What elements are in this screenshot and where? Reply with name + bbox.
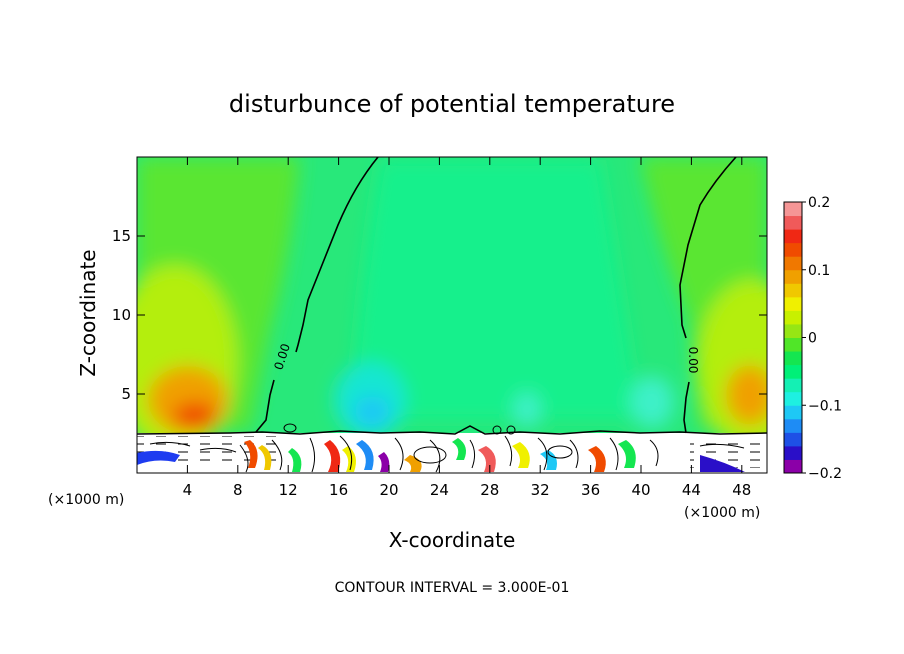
zero-contour-left [255,157,379,433]
y-tick-label: 5 [121,385,131,403]
colorbar-swatch [784,378,802,393]
plot-area [137,157,767,473]
x-unit-right: (×1000 m) [684,505,760,521]
colorbar-swatch [784,459,802,474]
colorbar-tick-label: −0.2 [808,466,842,482]
colorbar-swatch [784,391,802,406]
colorbar-swatch [784,256,802,271]
contour-label-right: 0.00 [686,347,700,374]
colorbar [783,201,803,474]
colorbar-swatch [784,405,802,420]
x-tick-label: 20 [379,481,398,499]
x-tick-label: 24 [430,481,449,499]
colorbar-swatch [784,310,802,325]
colorbar-swatch [784,242,802,257]
colorbar-tick-label: −0.1 [808,398,842,414]
cyan-core-18km [354,396,390,428]
colorbar-swatch [784,215,802,230]
colorbar-swatch [784,283,802,298]
y-axis-title: Z-coordinate [76,249,100,376]
x-axis: 4 8 12 16 20 24 28 32 36 40 44 48 [183,157,751,499]
central-cool-region [350,160,640,420]
colorbar-swatch [784,269,802,284]
x-tick-label: 44 [682,481,701,499]
x-tick-label: 40 [631,481,650,499]
colorbar-swatch [784,229,802,244]
colorbar-tick-label: 0 [808,331,817,347]
x-tick-label: 4 [183,481,193,499]
left-red-core [173,402,217,430]
x-tick-label: 8 [233,481,243,499]
colorbar-swatch [784,323,802,338]
colorbar-swatch [784,364,802,379]
colorbar-swatch [784,351,802,366]
x-tick-label: 32 [531,481,550,499]
boundary-layer [137,423,767,473]
x-axis-title: X-coordinate [389,528,516,552]
right-orange-core [726,365,767,425]
zero-contour-right [679,157,737,434]
contour-interval-note: CONTOUR INTERVAL = 3.000E-01 [335,580,570,596]
x-tick-label: 16 [329,481,348,499]
colorbar-swatch [784,296,802,311]
cyan-low-30km [513,392,541,428]
chart-title: disturbunce of potential temperature [229,90,675,118]
colorbar-swatch [784,432,802,447]
x-unit-left: (×1000 m) [48,492,124,508]
colorbar-tick-label: 0.1 [808,263,830,279]
x-tick-label: 36 [581,481,600,499]
cyan-low-41km [630,376,674,428]
x-tick-label: 12 [279,481,298,499]
x-tick-label: 48 [732,481,751,499]
colorbar-swatch [784,418,802,433]
y-axis: 5 10 15 [112,227,767,403]
x-tick-label: 28 [480,481,499,499]
colorbar-swatch [784,337,802,352]
colorbar-swatch [784,202,802,217]
colorbar-ticks: 0.2 0.1 0 −0.1 −0.2 [802,195,842,482]
y-tick-label: 15 [112,227,131,245]
colorbar-tick-label: 0.2 [808,195,830,211]
colorbar-swatch [784,445,802,460]
y-tick-label: 10 [112,306,131,324]
